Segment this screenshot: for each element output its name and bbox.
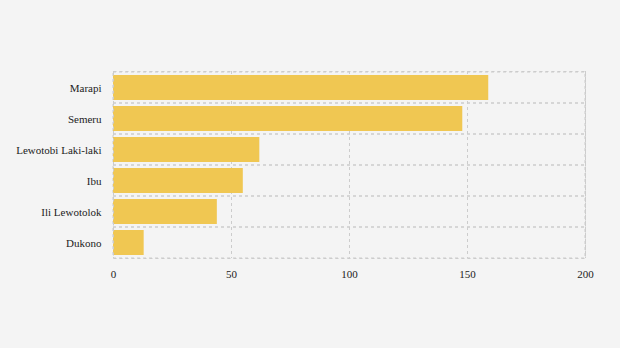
svg-text:Ili Lewotolok: Ili Lewotolok bbox=[41, 206, 102, 218]
svg-text:Marapi: Marapi bbox=[70, 82, 102, 94]
svg-text:Ibu: Ibu bbox=[87, 175, 102, 187]
svg-text:150: 150 bbox=[459, 268, 476, 280]
svg-text:50: 50 bbox=[226, 268, 238, 280]
svg-text:100: 100 bbox=[341, 268, 358, 280]
svg-text:Lewotobi Laki-laki: Lewotobi Laki-laki bbox=[16, 144, 101, 156]
svg-text:Dukono: Dukono bbox=[66, 237, 102, 249]
svg-text:Semeru: Semeru bbox=[68, 113, 102, 125]
svg-text:200: 200 bbox=[577, 268, 594, 280]
svg-text:0: 0 bbox=[111, 268, 117, 280]
